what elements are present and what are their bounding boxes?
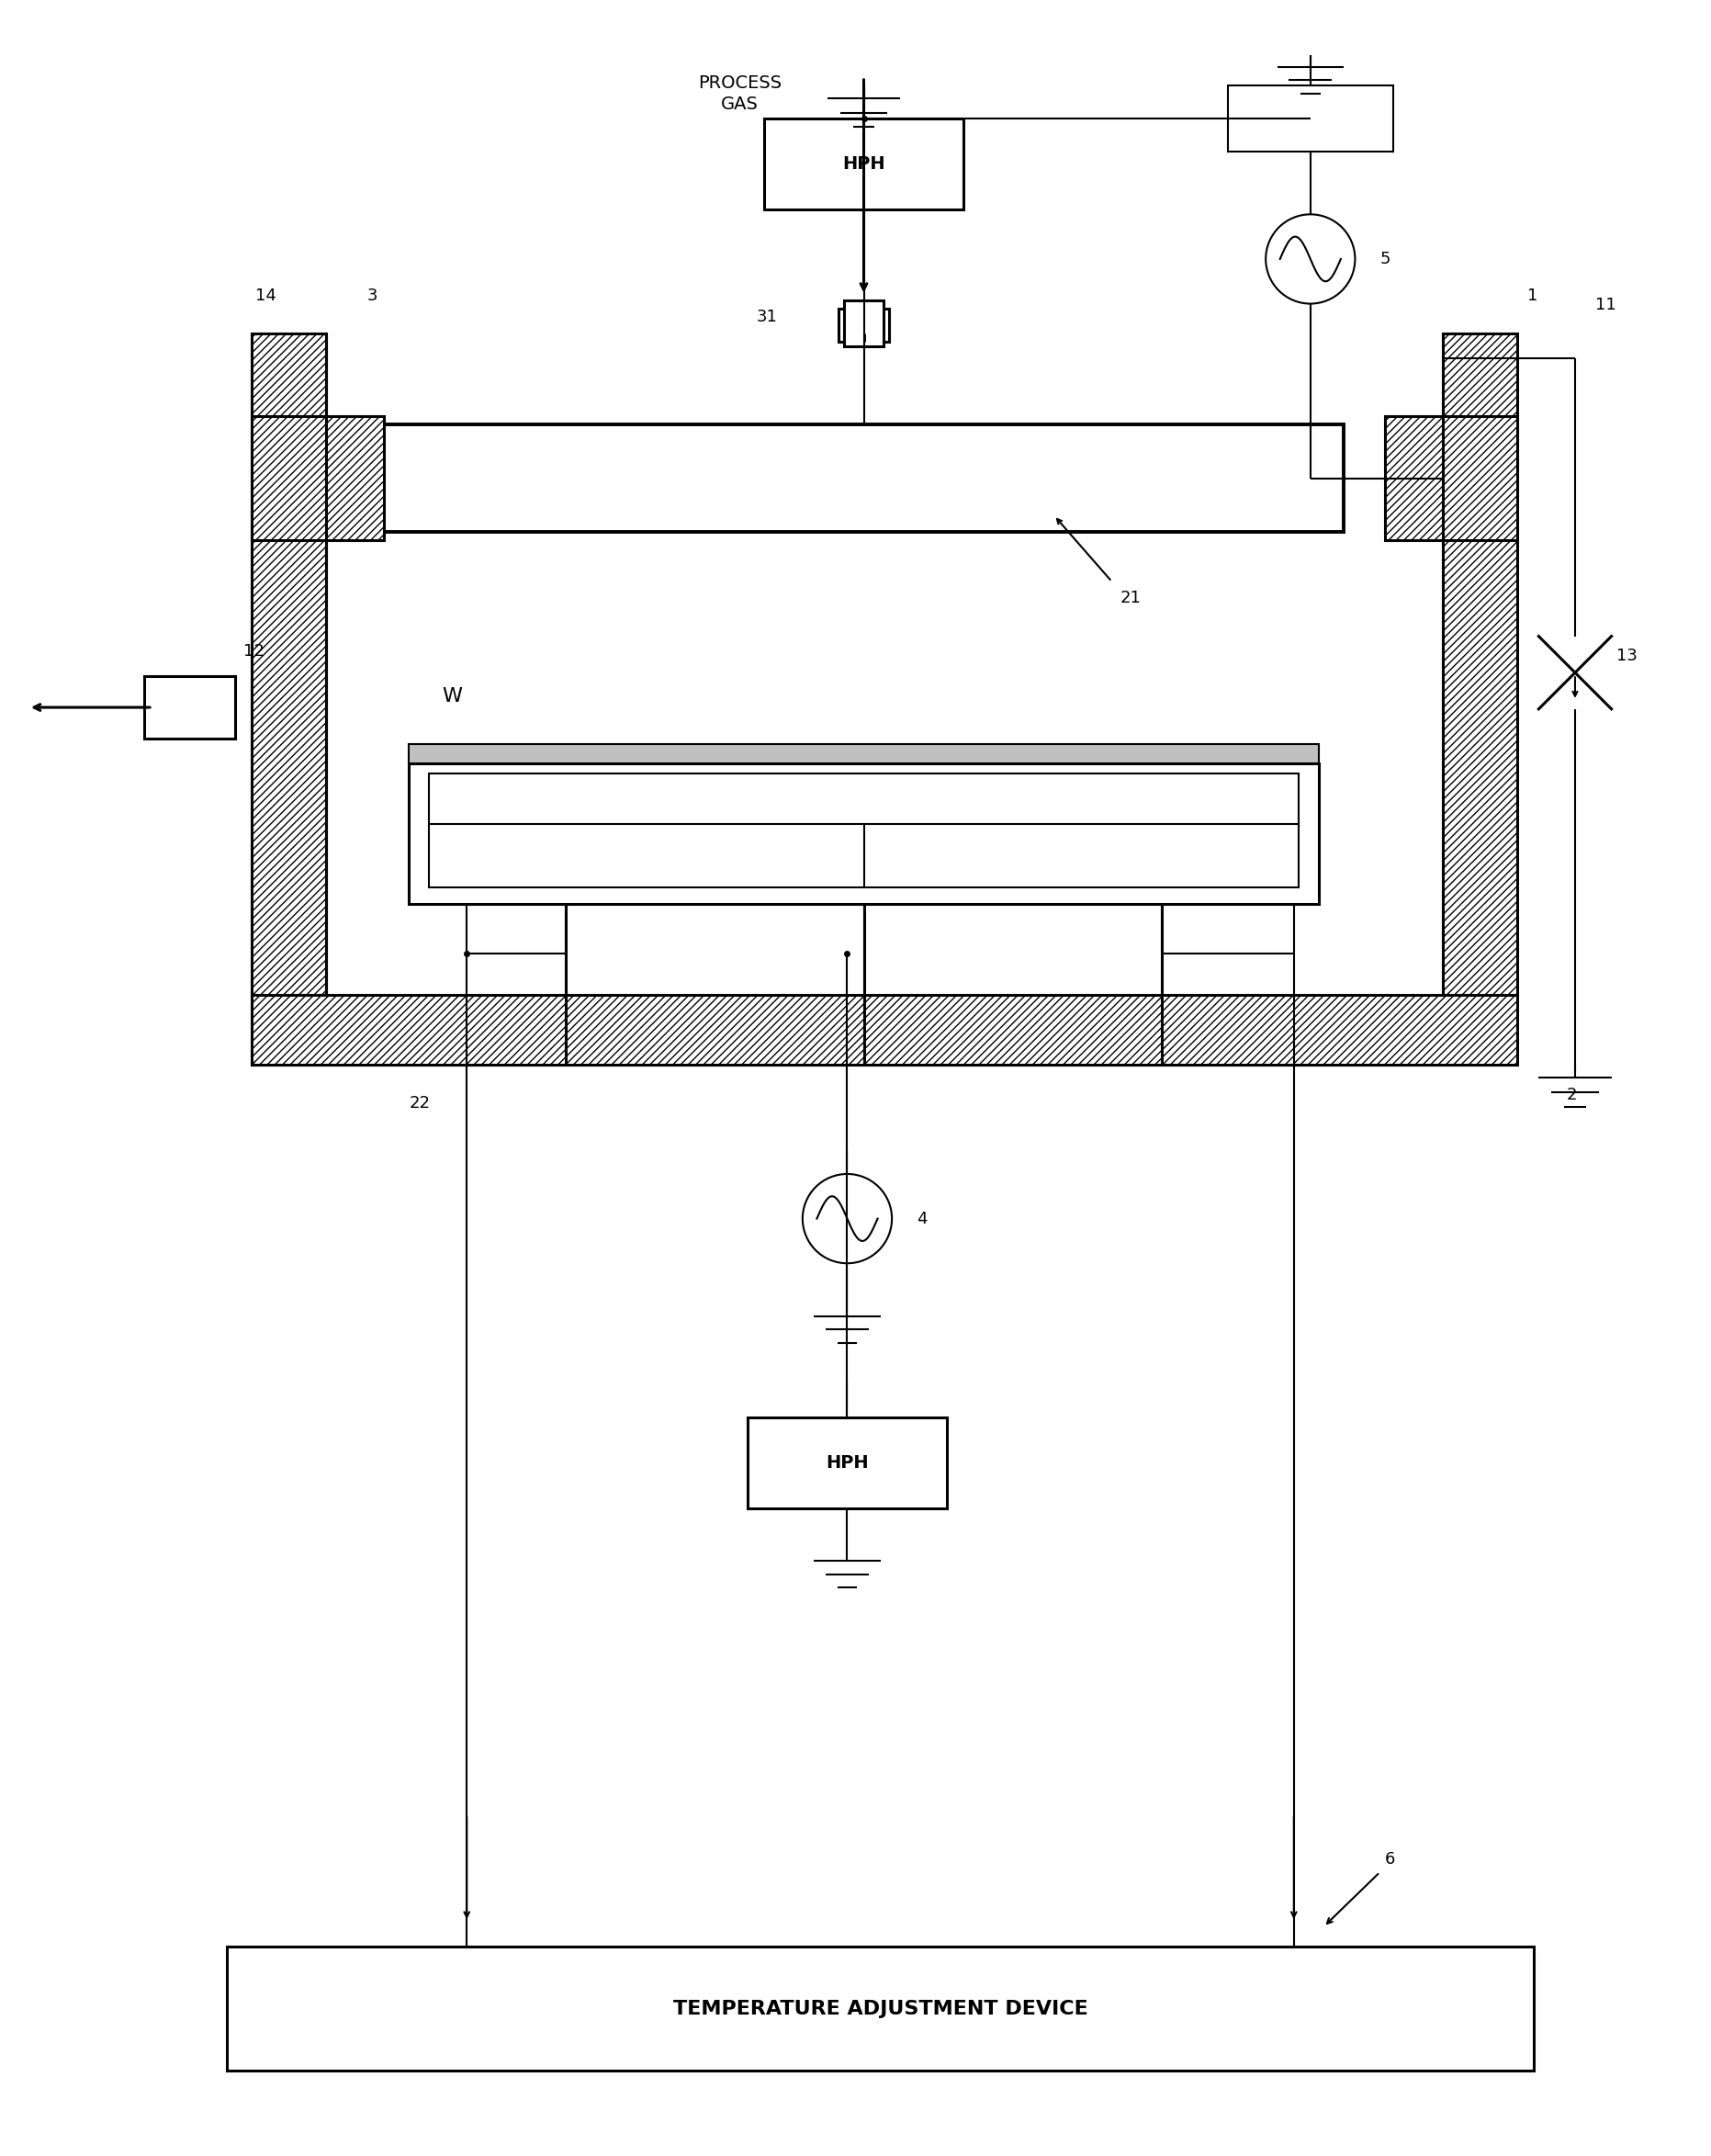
Bar xyxy=(252,996,1518,1065)
Circle shape xyxy=(1266,213,1355,304)
Text: PROCESS
GAS: PROCESS GAS xyxy=(698,73,782,112)
Text: 2: 2 xyxy=(1567,1087,1578,1104)
Bar xyxy=(429,774,1299,828)
Bar xyxy=(570,828,611,858)
Text: 12: 12 xyxy=(243,642,265,660)
Text: TEMPERATURE ADJUSTMENT DEVICE: TEMPERATURE ADJUSTMENT DEVICE xyxy=(672,1999,1088,2018)
Bar xyxy=(228,1947,1533,2070)
Text: HPH: HPH xyxy=(826,1453,869,1470)
Bar xyxy=(751,828,794,858)
Text: 1: 1 xyxy=(1528,287,1538,304)
Text: 4: 4 xyxy=(917,1210,927,1227)
Text: 11: 11 xyxy=(1595,298,1615,313)
Bar xyxy=(144,677,234,740)
Text: 6: 6 xyxy=(1384,1852,1394,1867)
Text: 31: 31 xyxy=(756,308,777,326)
Bar xyxy=(409,744,1319,763)
Circle shape xyxy=(802,1175,891,1263)
Bar xyxy=(376,425,1343,533)
Bar xyxy=(409,763,1319,903)
Text: 5: 5 xyxy=(1379,250,1391,267)
Bar xyxy=(844,828,885,858)
Text: W: W xyxy=(441,688,462,705)
Bar xyxy=(429,824,1299,888)
Bar xyxy=(1442,334,1518,996)
Bar xyxy=(838,308,888,343)
Text: 21: 21 xyxy=(1121,591,1141,606)
Bar xyxy=(1117,828,1158,858)
Bar xyxy=(1384,416,1518,541)
Text: 13: 13 xyxy=(1617,647,1637,664)
Bar xyxy=(252,334,327,996)
Bar xyxy=(1228,86,1393,151)
Text: HPH: HPH xyxy=(842,155,885,172)
Bar xyxy=(660,828,702,858)
Bar xyxy=(765,119,963,209)
Text: 14: 14 xyxy=(255,287,275,304)
Bar xyxy=(479,828,520,858)
Bar xyxy=(1025,828,1066,858)
Bar xyxy=(934,828,975,858)
Text: 22: 22 xyxy=(409,1095,429,1110)
Bar xyxy=(844,300,883,347)
Bar xyxy=(1208,828,1249,858)
Bar xyxy=(748,1416,946,1509)
Bar xyxy=(252,416,383,541)
Text: 3: 3 xyxy=(368,287,378,304)
